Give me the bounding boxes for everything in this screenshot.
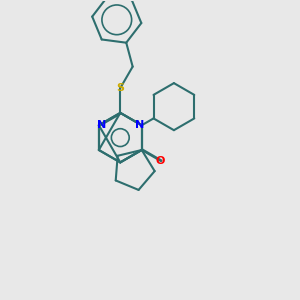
Text: S: S xyxy=(116,83,124,93)
Text: N: N xyxy=(135,120,144,130)
Text: N: N xyxy=(97,120,106,130)
Text: O: O xyxy=(155,156,164,166)
